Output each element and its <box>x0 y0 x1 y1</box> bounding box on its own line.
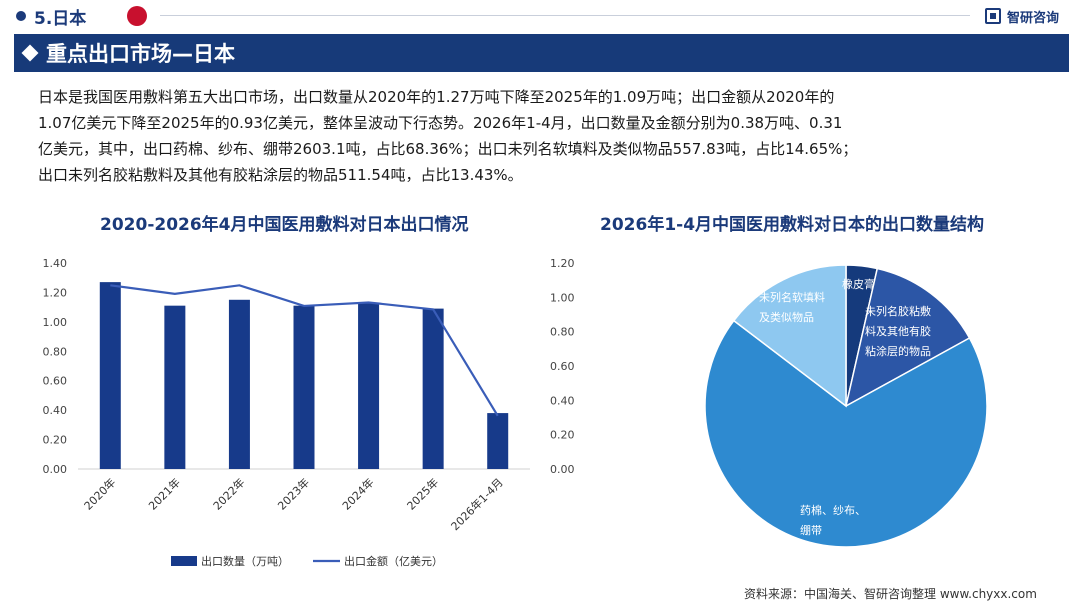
y2-axis-tick-label: 1.00 <box>550 291 575 304</box>
y2-axis-tick-label: 0.60 <box>550 360 575 373</box>
pie-slice <box>844 267 971 408</box>
y-axis-tick-label: 0.80 <box>43 345 68 358</box>
pie-slice-label: 粘涂层的物品 <box>865 344 931 358</box>
y-axis-tick-label: 0.60 <box>43 375 68 388</box>
brand-mark-icon <box>985 8 1001 24</box>
pie-slice-label: 未列名软填料 <box>759 290 825 304</box>
pie-slice-label: 橡皮膏 <box>842 277 875 291</box>
section-label: 5.日本 <box>34 9 87 29</box>
header-divider <box>160 15 970 16</box>
intro-paragraph: 日本是我国医用敷料第五大出口市场，出口数量从2020年的1.27万吨下降至202… <box>38 84 1058 188</box>
y-axis-tick-label: 0.00 <box>43 463 68 476</box>
pie-slice-label: 及类似物品 <box>759 310 814 324</box>
pie-slice-label: 药棉、纱布、 <box>800 503 866 517</box>
brand-name: 智研咨询 <box>1007 11 1060 26</box>
bar <box>293 305 315 469</box>
bar <box>422 308 444 469</box>
pie-chart-title: 2026年1-4月中国医用敷料对日本的出口数量结构 <box>600 215 985 235</box>
y2-axis-tick-label: 0.80 <box>550 326 575 339</box>
y-axis-tick-label: 1.40 <box>43 257 68 270</box>
bar <box>487 413 509 469</box>
y2-axis-tick-label: 0.00 <box>550 463 575 476</box>
bar <box>99 282 121 469</box>
pie-slice <box>704 319 988 548</box>
y-axis-tick-label: 0.20 <box>43 434 68 447</box>
legend-label: 出口金额（亿美元） <box>344 554 443 568</box>
pie-slice <box>732 264 847 408</box>
legend-swatch-bar <box>171 556 197 566</box>
y-axis-tick-label: 1.20 <box>43 286 68 299</box>
bar <box>358 302 380 469</box>
y-axis-tick-label: 0.40 <box>43 404 68 417</box>
brand-logo: 智研咨询 <box>985 6 1075 26</box>
y2-axis-tick-label: 1.20 <box>550 257 575 270</box>
line-series <box>110 284 499 417</box>
y2-axis-tick-label: 0.20 <box>550 429 575 442</box>
intro-line: 出口未列名胶粘敷料及其他有胶粘涂层的物品511.54吨，占比13.43%。 <box>38 166 523 184</box>
y-axis-tick-label: 1.00 <box>43 316 68 329</box>
bar <box>164 305 186 469</box>
y2-axis-tick-label: 0.40 <box>550 394 575 407</box>
legend-label: 出口数量（万吨） <box>201 554 289 568</box>
bar-chart-title: 2020-2026年4月中国医用敷料对日本出口情况 <box>100 215 469 235</box>
japan-flag-icon <box>127 6 147 26</box>
pie-slice-label: 料及其他有胶 <box>865 324 931 338</box>
title-banner: 重点出口市场—日本 <box>14 34 1069 72</box>
bar <box>228 299 250 469</box>
page-title: 重点出口市场—日本 <box>46 42 235 66</box>
source-note: 资料来源：中国海关、智研咨询整理 www.chyxx.com <box>744 587 1037 601</box>
pie-slice-label: 未列名胶粘敷 <box>865 304 931 318</box>
bullet-dot-icon <box>16 11 26 21</box>
intro-line: 1.07亿美元下降至2025年的0.93亿美元，整体呈波动下行态势。2026年1… <box>38 114 843 132</box>
top-bar: 5.日本 智研咨询 <box>0 0 1080 32</box>
pie-slice-label: 绷带 <box>800 523 822 537</box>
intro-line: 亿美元，其中，出口药棉、纱布、绷带2603.1吨，占比68.36%；出口未列名软… <box>38 140 858 158</box>
intro-line: 日本是我国医用敷料第五大出口市场，出口数量从2020年的1.27万吨下降至202… <box>38 88 835 106</box>
